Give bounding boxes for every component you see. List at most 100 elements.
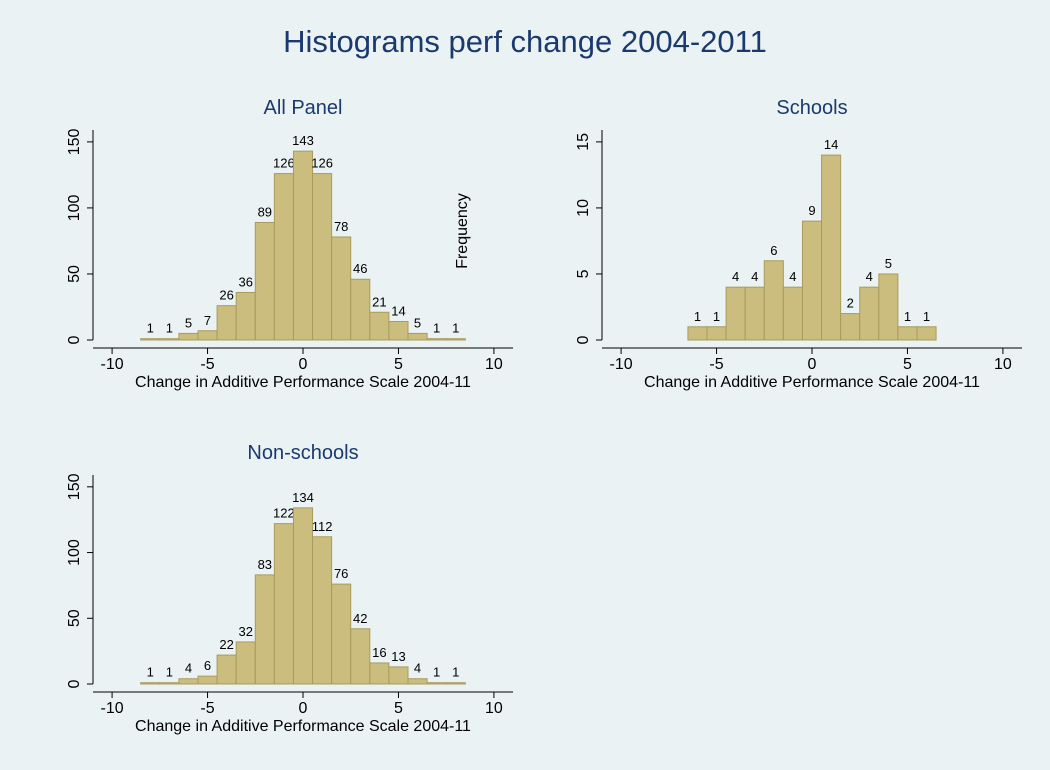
value-label: 1 — [147, 665, 154, 680]
value-label: 14 — [824, 137, 838, 152]
y-tick-label: 150 — [66, 128, 83, 155]
x-tick-label: 5 — [903, 356, 912, 373]
value-label: 89 — [258, 204, 272, 219]
value-label: 4 — [414, 661, 421, 676]
bar — [426, 338, 447, 341]
value-label: 1 — [923, 309, 930, 324]
bar — [859, 286, 880, 341]
value-label: 1 — [147, 321, 154, 336]
x-tick-label: 5 — [394, 700, 403, 717]
bar — [312, 536, 333, 685]
y-tick-label: 0 — [575, 335, 592, 344]
value-label: 76 — [334, 566, 348, 581]
value-label: 1 — [452, 321, 459, 336]
x-tick-label: -5 — [709, 356, 723, 373]
value-label: 6 — [770, 243, 777, 258]
value-label: 1 — [452, 665, 459, 680]
x-tick-label: 10 — [485, 700, 503, 717]
bar — [273, 523, 294, 685]
x-tick-label: 5 — [394, 356, 403, 373]
bar — [140, 682, 161, 685]
x-axis-label: Change in Additive Performance Scale 200… — [135, 374, 471, 391]
bar — [687, 326, 708, 341]
bar — [744, 286, 765, 341]
value-label: 1 — [904, 309, 911, 324]
value-label: 46 — [353, 261, 367, 276]
bar — [407, 332, 428, 341]
bar — [273, 173, 294, 341]
bar — [216, 654, 237, 685]
value-label: 1 — [166, 665, 173, 680]
panel-title: Schools — [776, 97, 847, 119]
x-tick-label: 0 — [299, 700, 308, 717]
value-label: 4 — [732, 269, 739, 284]
value-label: 22 — [219, 637, 233, 652]
bar — [369, 662, 390, 685]
bar — [216, 305, 237, 341]
value-label: 78 — [334, 219, 348, 234]
x-tick-label: -5 — [200, 700, 214, 717]
value-label: 21 — [372, 294, 386, 309]
bar — [350, 278, 371, 341]
bar — [426, 682, 447, 685]
bar — [369, 311, 390, 341]
bar — [292, 150, 314, 341]
value-label: 1 — [166, 321, 173, 336]
x-axis-label: Change in Additive Performance Scale 200… — [135, 718, 471, 735]
bar — [388, 321, 409, 341]
bar — [140, 338, 161, 341]
x-axis-label: Change in Additive Performance Scale 200… — [644, 374, 980, 391]
value-label: 1 — [433, 665, 440, 680]
bar — [331, 236, 352, 341]
bar — [254, 221, 275, 341]
y-tick-label: 15 — [575, 133, 592, 151]
value-label: 36 — [238, 274, 252, 289]
bar — [197, 675, 218, 685]
bar — [178, 678, 199, 685]
bar — [897, 326, 918, 341]
bar — [178, 332, 199, 341]
y-tick-label: 150 — [66, 473, 83, 500]
value-label: 2 — [847, 296, 854, 311]
value-label: 32 — [238, 624, 252, 639]
bar — [763, 260, 784, 341]
y-tick-label: 100 — [66, 194, 83, 221]
x-tick-label: -10 — [610, 356, 633, 373]
value-label: 7 — [204, 313, 211, 328]
bar — [445, 338, 466, 341]
x-tick-label: 0 — [299, 356, 308, 373]
bar — [388, 666, 409, 685]
value-label: 42 — [353, 611, 367, 626]
y-tick-label: 100 — [66, 539, 83, 566]
bar — [916, 326, 937, 341]
bar — [878, 273, 899, 341]
bar — [725, 286, 746, 341]
x-tick-label: 0 — [808, 356, 817, 373]
value-label: 122 — [273, 506, 295, 521]
value-label: 5 — [885, 256, 892, 271]
bar — [159, 682, 180, 685]
panel-title: All Panel — [264, 97, 343, 119]
value-label: 112 — [312, 519, 333, 534]
panel-title: Non-schools — [247, 442, 358, 464]
value-label: 4 — [751, 269, 758, 284]
bar — [312, 173, 333, 341]
y-tick-label: 50 — [66, 609, 83, 627]
y-tick-label: 10 — [575, 199, 592, 217]
bar — [197, 330, 218, 341]
bar — [801, 220, 823, 341]
value-label: 83 — [258, 557, 272, 572]
bar — [331, 583, 352, 685]
bar — [706, 326, 727, 341]
value-label: 4 — [185, 661, 192, 676]
bar — [407, 678, 428, 685]
value-label: 4 — [866, 269, 873, 284]
value-label: 1 — [713, 309, 720, 324]
y-tick-label: 0 — [66, 335, 83, 344]
value-label: 26 — [219, 288, 233, 303]
value-label: 14 — [391, 304, 405, 319]
value-label: 134 — [292, 490, 314, 505]
x-tick-label: -10 — [101, 700, 124, 717]
